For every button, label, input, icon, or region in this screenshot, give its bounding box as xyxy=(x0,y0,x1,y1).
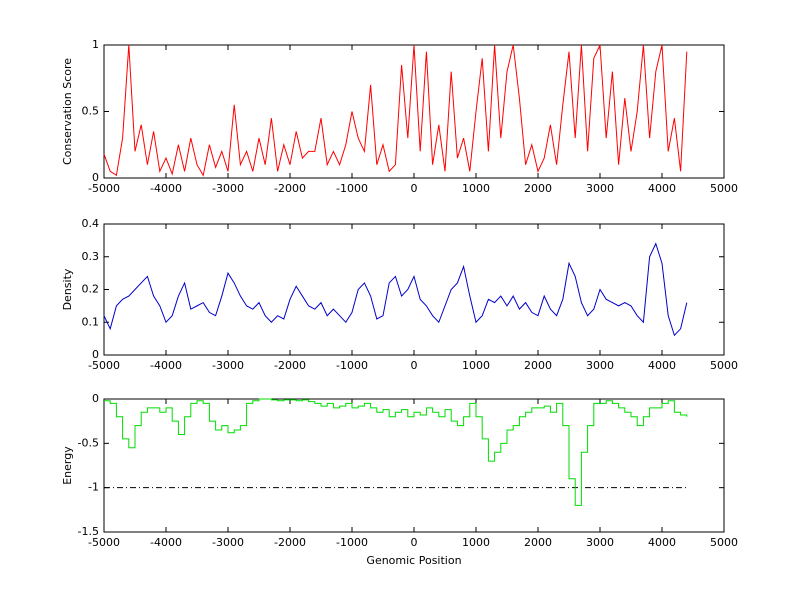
x-tick-label: 2000 xyxy=(524,536,552,549)
x-tick-label: -4000 xyxy=(150,536,182,549)
y-tick-label: 1 xyxy=(92,38,99,51)
x-tick-label: -3000 xyxy=(212,359,244,372)
x-tick-label: 0 xyxy=(411,536,418,549)
y-tick-label: 0.3 xyxy=(82,250,100,263)
x-tick-label: 1000 xyxy=(462,536,490,549)
x-tick-label: 2000 xyxy=(524,182,552,195)
y-axis-label: Conservation Score xyxy=(61,58,74,165)
x-tick-label: 3000 xyxy=(586,536,614,549)
x-tick-label: -4000 xyxy=(150,359,182,372)
x-tick-label: -1000 xyxy=(336,182,368,195)
axes-box xyxy=(103,398,725,533)
y-tick-label: 0 xyxy=(92,171,99,184)
x-tick-label: 4000 xyxy=(648,359,676,372)
x-tick-label: -5000 xyxy=(88,182,120,195)
x-tick-label: -2000 xyxy=(274,182,306,195)
y-tick-label: 0.1 xyxy=(82,315,100,328)
data-line xyxy=(103,44,688,177)
y-tick-label: -1 xyxy=(88,481,99,494)
x-tick-label: -2000 xyxy=(274,359,306,372)
x-tick-label: 1000 xyxy=(462,359,490,372)
x-tick-label: 2000 xyxy=(524,359,552,372)
data-line xyxy=(103,242,688,337)
x-axis-label: Genomic Position xyxy=(366,554,461,567)
x-tick-label: -5000 xyxy=(88,359,120,372)
x-tick-label: -1000 xyxy=(336,359,368,372)
x-tick-label: -5000 xyxy=(88,536,120,549)
y-axis-label: Density xyxy=(61,268,74,310)
axes-box xyxy=(103,223,725,356)
y-tick-label: -1.5 xyxy=(78,525,99,538)
x-tick-label: 3000 xyxy=(586,182,614,195)
x-tick-label: 5000 xyxy=(710,359,738,372)
data-line xyxy=(104,398,688,506)
y-tick-label: 0.5 xyxy=(82,105,100,118)
x-tick-label: 5000 xyxy=(710,182,738,195)
x-tick-label: 3000 xyxy=(586,359,614,372)
x-tick-label: -1000 xyxy=(336,536,368,549)
y-tick-label: 0 xyxy=(92,392,99,405)
x-tick-label: 0 xyxy=(411,182,418,195)
y-axis-label: Energy xyxy=(61,446,74,485)
y-tick-label: -0.5 xyxy=(78,436,99,449)
x-tick-label: 5000 xyxy=(710,536,738,549)
axes-box xyxy=(103,44,725,179)
x-tick-label: 0 xyxy=(411,359,418,372)
x-tick-label: -3000 xyxy=(212,182,244,195)
x-tick-label: -3000 xyxy=(212,536,244,549)
x-tick-label: -4000 xyxy=(150,182,182,195)
y-tick-label: 0.2 xyxy=(82,283,100,296)
y-tick-label: 0 xyxy=(92,348,99,361)
x-tick-label: 4000 xyxy=(648,182,676,195)
x-tick-label: 4000 xyxy=(648,536,676,549)
x-tick-label: 1000 xyxy=(462,182,490,195)
y-tick-label: 0.4 xyxy=(82,217,100,230)
x-tick-label: -2000 xyxy=(274,536,306,549)
